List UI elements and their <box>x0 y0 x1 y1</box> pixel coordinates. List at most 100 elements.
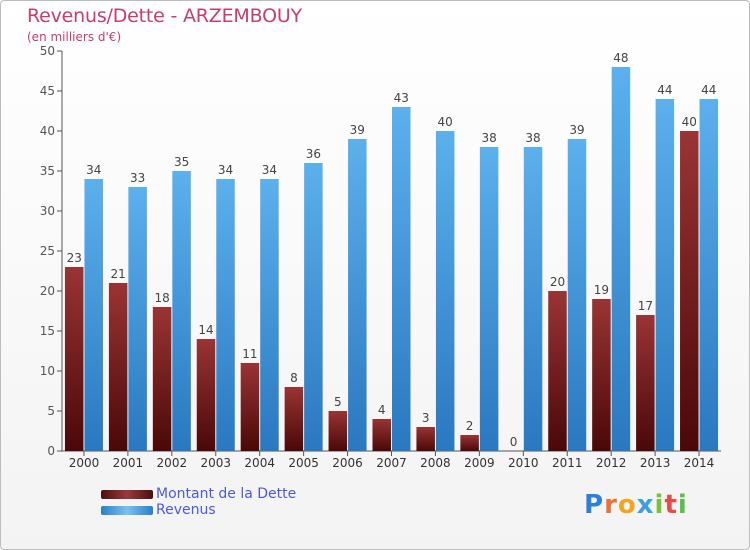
revenue-value-label: 43 <box>394 91 409 105</box>
y-tick-label: 35 <box>40 164 55 178</box>
debt-bar <box>460 435 479 451</box>
debt-bar <box>372 419 391 451</box>
debt-value-label: 2 <box>466 419 474 433</box>
y-tick-label: 50 <box>40 44 55 58</box>
x-tick-label: 2009 <box>464 456 495 470</box>
proxiti-logo: Proxiti <box>584 490 688 520</box>
revenue-value-label: 38 <box>481 131 496 145</box>
x-tick-label: 2005 <box>288 456 319 470</box>
debt-bar <box>152 307 172 451</box>
revenue-value-label: 39 <box>350 123 365 137</box>
logo-letter: i <box>654 490 665 520</box>
logo-letter: o <box>617 490 637 520</box>
debt-bar <box>636 315 655 451</box>
revenue-bar <box>260 179 279 451</box>
logo-letter: P <box>584 490 605 520</box>
revenue-value-label: 34 <box>86 163 101 177</box>
debt-bar <box>284 387 304 451</box>
revenue-bar <box>128 187 147 451</box>
revenue-bar <box>655 99 675 451</box>
revenue-bar <box>699 99 719 451</box>
debt-value-label: 18 <box>154 291 169 305</box>
revenue-bar <box>611 67 631 451</box>
debt-value-label: 3 <box>422 411 430 425</box>
revenue-bar <box>216 179 235 451</box>
debt-bar <box>108 283 128 451</box>
revenue-bar <box>567 139 587 451</box>
revenue-bar <box>479 147 499 451</box>
x-tick-label: 2011 <box>552 456 583 470</box>
legend-label-debt: Montant de la Dette <box>156 486 297 502</box>
revenue-value-label: 39 <box>569 123 584 137</box>
revenue-value-label: 34 <box>218 163 233 177</box>
debt-bar <box>548 291 567 451</box>
legend-swatch-revenue <box>101 506 153 515</box>
debt-bar <box>196 339 216 451</box>
revenue-value-label: 34 <box>262 163 277 177</box>
debt-bar <box>680 131 699 451</box>
debt-bar <box>416 427 435 451</box>
y-tick-label: 0 <box>47 444 55 458</box>
debt-value-label: 14 <box>198 323 213 337</box>
x-tick-label: 2006 <box>332 456 363 470</box>
revenue-value-label: 36 <box>306 147 321 161</box>
revenue-bar <box>172 171 191 451</box>
x-tick-label: 2012 <box>596 456 627 470</box>
debt-value-label: 40 <box>682 115 697 129</box>
revenue-bar <box>392 107 411 451</box>
debt-bar <box>64 267 84 451</box>
x-tick-label: 2013 <box>640 456 671 470</box>
revenue-value-label: 38 <box>525 131 540 145</box>
y-tick-label: 10 <box>40 364 55 378</box>
debt-value-label: 19 <box>594 283 609 297</box>
debt-value-label: 4 <box>378 403 386 417</box>
logo-letter: x <box>636 490 655 520</box>
chart-subtitle: (en milliers d'€) <box>27 30 122 44</box>
x-tick-label: 2002 <box>157 456 188 470</box>
debt-bar <box>240 363 260 451</box>
y-tick-label: 5 <box>47 404 55 418</box>
chart-title: Revenus/Dette - ARZEMBOUY <box>27 5 302 27</box>
revenue-bar <box>348 139 367 451</box>
revenue-value-label: 35 <box>174 155 189 169</box>
debt-value-label: 21 <box>111 267 126 281</box>
debt-bar <box>592 299 611 451</box>
y-tick-label: 15 <box>40 324 55 338</box>
revenue-value-label: 40 <box>438 115 453 129</box>
logo-letter: i <box>677 490 688 520</box>
logo-letter: t <box>664 490 678 520</box>
x-tick-label: 2014 <box>684 456 715 470</box>
y-tick-label: 20 <box>40 284 55 298</box>
revenue-value-label: 44 <box>657 83 672 97</box>
debt-value-label: 0 <box>510 435 518 449</box>
x-tick-label: 2010 <box>508 456 539 470</box>
y-tick-label: 40 <box>40 124 55 138</box>
revenue-value-label: 33 <box>130 171 145 185</box>
debt-value-label: 11 <box>242 347 257 361</box>
revenue-bar <box>435 131 455 451</box>
x-tick-label: 2001 <box>113 456 144 470</box>
x-tick-label: 2008 <box>420 456 451 470</box>
y-tick-label: 25 <box>40 244 55 258</box>
logo-letter: r <box>604 490 618 520</box>
debt-value-label: 23 <box>67 251 82 265</box>
x-tick-label: 2003 <box>200 456 231 470</box>
revenue-bar <box>84 179 103 451</box>
revenue-value-label: 44 <box>701 83 716 97</box>
revenue-bar <box>523 147 543 451</box>
debt-value-label: 17 <box>638 299 653 313</box>
revenue-value-label: 48 <box>613 51 628 65</box>
legend-label-revenue: Revenus <box>156 502 216 518</box>
revenue-bar <box>304 163 323 451</box>
debt-bar <box>328 411 348 451</box>
legend-swatch-debt <box>101 490 153 499</box>
x-tick-label: 2004 <box>244 456 275 470</box>
x-tick-label: 2000 <box>69 456 100 470</box>
x-tick-label: 2007 <box>376 456 407 470</box>
y-tick-label: 30 <box>40 204 55 218</box>
debt-value-label: 20 <box>550 275 565 289</box>
debt-value-label: 8 <box>290 371 298 385</box>
y-tick-label: 45 <box>40 84 55 98</box>
